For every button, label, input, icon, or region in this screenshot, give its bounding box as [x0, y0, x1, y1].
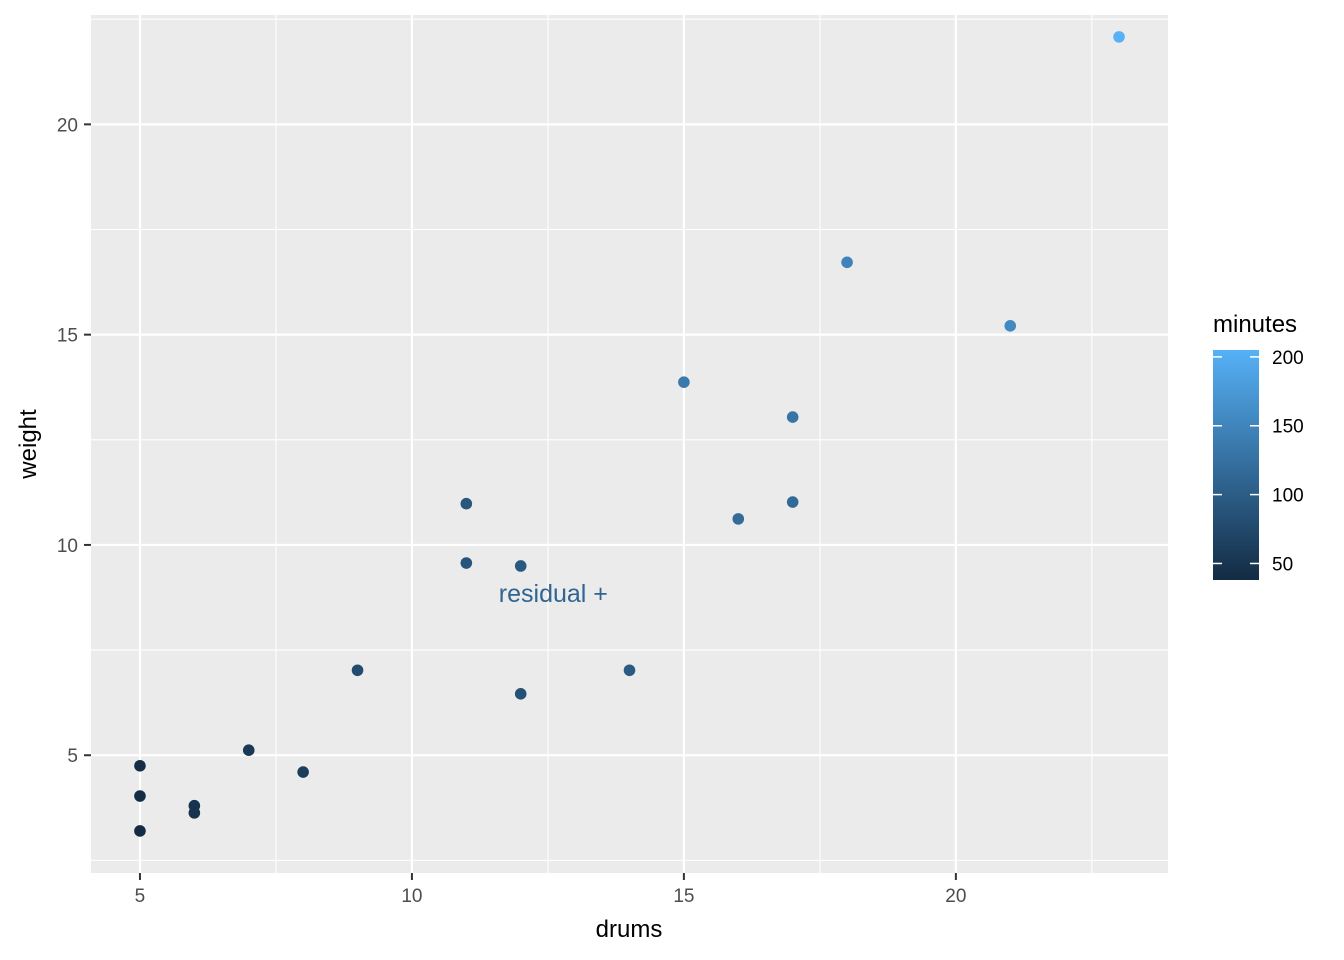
x-tick-label: 20: [945, 886, 966, 907]
data-point: [514, 688, 527, 700]
data-point: [242, 744, 255, 756]
colorbar-label: 150: [1272, 417, 1304, 438]
x-tick-label: 15: [673, 886, 694, 907]
x-tick-label: 10: [401, 886, 422, 907]
data-point: [134, 759, 146, 772]
annotation-label: residual +: [499, 580, 608, 608]
colorbar-label: 200: [1272, 348, 1304, 369]
data-point: [786, 411, 799, 423]
colorbar-label: 100: [1272, 486, 1304, 507]
data-point: [134, 790, 146, 802]
plot-panel: [91, 15, 1168, 873]
color-legend: minutes 50 100 150 200: [1213, 311, 1304, 580]
legend-title: minutes: [1213, 311, 1297, 338]
y-tick-label: 20: [57, 115, 78, 136]
data-point: [297, 766, 309, 778]
x-tick-label: 5: [135, 886, 146, 907]
colorbar-ticks: 50 100 150 200: [1213, 348, 1304, 575]
data-point: [188, 807, 201, 819]
y-tick-label: 10: [57, 536, 78, 557]
data-point: [460, 497, 473, 510]
y-axis-title: weight: [15, 409, 42, 480]
y-tick-label: 15: [57, 326, 78, 347]
data-point: [678, 376, 690, 388]
colorbar-label: 50: [1272, 554, 1293, 575]
x-axis-title: drums: [596, 916, 663, 943]
data-point: [841, 256, 853, 269]
data-point: [623, 664, 636, 677]
data-point: [514, 560, 527, 572]
y-tick-label: 5: [67, 746, 78, 767]
data-point: [134, 825, 146, 837]
colorbar: [1213, 350, 1259, 580]
grid-minor: [91, 15, 1168, 873]
data-point: [460, 557, 473, 569]
data-points: [134, 31, 1125, 837]
data-point: [786, 496, 799, 508]
y-axis: 5 10 15 20: [57, 115, 91, 767]
x-axis: 5 10 15 20: [135, 873, 966, 907]
data-point: [351, 664, 364, 677]
data-point: [732, 513, 745, 525]
data-point: [1004, 320, 1017, 332]
grid-major: [91, 15, 1168, 873]
data-point: [1113, 31, 1125, 43]
